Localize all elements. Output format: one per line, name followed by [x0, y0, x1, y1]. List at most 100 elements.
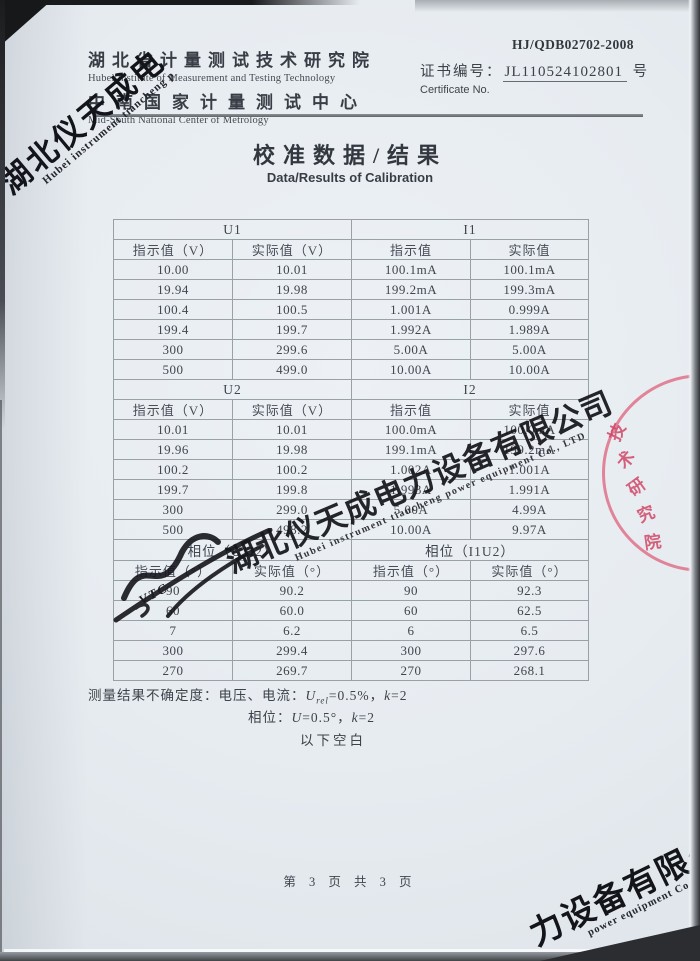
scan-edge-left-lower — [0, 400, 2, 961]
table-section-header: 相位（I1U2） — [351, 539, 589, 561]
table-row: 100.4 100.5 1.001A 0.999A — [113, 299, 589, 320]
page-title-en: Data/Results of Calibration — [266, 170, 434, 185]
table-cell: 297.6 — [470, 640, 589, 661]
certificate-number-label-cn: 证书编号： — [420, 64, 503, 80]
table-row: 270 269.7 270 268.1 — [113, 660, 589, 681]
table-section-header: U1 — [113, 219, 352, 240]
table-cell: 300 — [351, 640, 471, 661]
table-column-header: 指示值 — [351, 399, 471, 420]
table-cell: 300 — [113, 339, 233, 360]
issuer-name-en: Hubei Institute of Measurement and Testi… — [88, 73, 336, 84]
table-cell: 300 — [113, 640, 233, 661]
table-cell: 10.01 — [232, 259, 352, 280]
certificate-number-line: 证书编号： JL110524102801 号 — [420, 60, 650, 82]
table-cell: 100.4 — [113, 299, 233, 320]
table-row: 10.01 10.01 100.0mA 100.0mA — [113, 419, 589, 440]
header-divider — [95, 114, 643, 117]
table-cell: 19.98 — [232, 439, 352, 460]
table-cell: 268.1 — [470, 660, 589, 681]
table-row: 90 90.2 90 92.3 — [113, 580, 589, 601]
uncertainty-note-line1: 测量结果不确定度：电压、电流：Urel=0.5%，k=2 — [88, 684, 408, 706]
u-symbol: U — [305, 688, 317, 703]
scan-edge-bottom — [0, 952, 700, 961]
table-cell: 10.01 — [232, 419, 352, 440]
table-cell: 500 — [113, 359, 233, 380]
certificate-number-suffix: 号 — [632, 64, 650, 80]
phase-note-prefix: 相位： — [248, 710, 292, 725]
table-section-header: U2 — [113, 379, 352, 400]
table-cell: 270 — [113, 660, 233, 681]
scan-edge-top-right — [415, 0, 700, 12]
calibration-table: U1 I1 指示值（V） 实际值（V） 指示值 实际值 10.00 10.01 100.1mA 1… — [113, 219, 589, 681]
table-cell: 0.999A — [470, 299, 589, 320]
center-name-en: Mid-South National Center of Metrology — [88, 115, 269, 126]
table-cell: 62.5 — [470, 600, 589, 621]
k-value: =2 — [391, 688, 408, 703]
table-cell: 100.1mA — [351, 259, 471, 280]
table-row: 19.96 19.98 199.1mA 199.2mA — [113, 439, 589, 460]
table-row: 199.4 199.7 1.992A 1.989A — [113, 319, 589, 340]
table-cell: 100.1mA — [470, 259, 589, 280]
certificate-number-label-en: Certificate No. — [420, 84, 490, 96]
table-cell: 299.6 — [232, 339, 352, 360]
table-cell: 10.00 — [113, 259, 233, 280]
phase-uncertainty-value: =0.5°， — [302, 710, 352, 725]
table-cell: 299.4 — [232, 640, 352, 661]
u-symbol-2: U — [291, 710, 303, 725]
table-cell: 1.002A — [351, 459, 471, 480]
table-cell: 1.989A — [470, 319, 589, 340]
table-cell: 1.992A — [351, 319, 471, 340]
calibration-table-body: U1 I1 指示值（V） 实际值（V） 指示值 实际值 10.00 10.01 100.1mA 1… — [113, 219, 589, 681]
table-cell: 6.5 — [470, 620, 589, 641]
table-row: 500 499.0 10.00A 10.00A — [113, 359, 589, 380]
table-section-header: I1 — [351, 219, 589, 240]
table-cell: 199.7 — [113, 479, 233, 500]
table-cell: 10.00A — [470, 359, 589, 380]
table-cell: 100.0mA — [351, 419, 471, 440]
table-cell: 1.001A — [351, 299, 471, 320]
scan-edge-bottom-highlight — [4, 949, 689, 952]
u-subscript: rel — [316, 695, 329, 706]
table-cell: 269.7 — [232, 660, 352, 681]
uncertainty-note-prefix: 测量结果不确定度：电压、电流： — [88, 688, 306, 703]
table-cell: 300 — [113, 499, 233, 520]
table-cell: 100.5 — [232, 299, 352, 320]
uncertainty-value: =0.5%， — [328, 688, 385, 703]
table-cell: 100.2 — [232, 459, 352, 480]
table-cell: 499.0 — [232, 359, 352, 380]
k-symbol: k — [384, 688, 392, 703]
table-cell: 10.01 — [113, 419, 233, 440]
table-cell: 5.00A — [351, 339, 471, 360]
table-column-header: 指示值（V） — [113, 239, 233, 260]
table-column-header: 实际值 — [470, 399, 589, 420]
scan-edge-right — [688, 0, 700, 961]
uncertainty-note-line2: 相位：U=0.5°，k=2 — [248, 706, 375, 726]
table-cell: 199.4 — [113, 319, 233, 340]
table-cell: 90 — [351, 580, 471, 601]
table-cell: 270 — [351, 660, 471, 681]
table-cell: 199.2mA — [351, 279, 471, 300]
table-column-header: 实际值（V） — [232, 399, 352, 420]
table-cell: 19.96 — [113, 439, 233, 460]
table-cell: 60 — [351, 600, 471, 621]
table-row: 300 299.4 300 297.6 — [113, 640, 589, 661]
document-code: HJ/QDB02702-2008 — [512, 37, 634, 52]
k-value-2: =2 — [358, 710, 376, 725]
table-cell: 9.97A — [470, 519, 589, 540]
table-cell: 19.94 — [113, 279, 233, 300]
left-margin-shadow — [0, 0, 88, 961]
table-cell: 100.2 — [113, 459, 233, 480]
table-cell: 19.98 — [232, 279, 352, 300]
red-seal-character: 院 — [643, 531, 663, 554]
table-cell: 10.00A — [351, 359, 471, 380]
table-row: 19.94 19.98 199.2mA 199.3mA — [113, 279, 589, 300]
center-name-cn: 中南国家计量测试中心 — [88, 93, 368, 112]
blank-below-note: 以下空白 — [300, 733, 366, 748]
table-cell: 1.993A — [351, 479, 471, 500]
scan-edge-top — [0, 0, 360, 5]
table-column-header: 实际值（V） — [232, 239, 352, 260]
scan-edge-left — [0, 0, 5, 430]
calibration-data-table: U1 I1 指示值（V） 实际值（V） 指示值 实际值 10.00 10.01 100.1mA 1… — [113, 219, 589, 681]
table-cell: 4.99A — [470, 499, 589, 520]
